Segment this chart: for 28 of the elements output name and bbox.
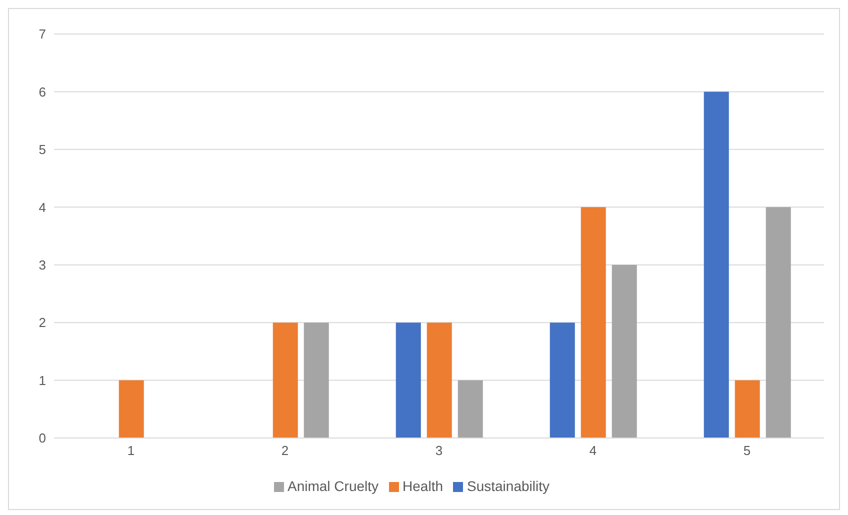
y-tick-label: 0 <box>38 430 46 446</box>
bar <box>734 380 760 438</box>
bar <box>272 322 298 438</box>
bar <box>612 264 637 438</box>
bar <box>766 207 791 438</box>
bar <box>304 322 329 438</box>
legend-label: Sustainability <box>467 478 550 494</box>
x-tick-label: 4 <box>589 443 597 458</box>
bar <box>580 207 606 438</box>
y-tick-label: 3 <box>38 257 46 272</box>
x-tick-label: 5 <box>743 443 751 458</box>
y-tick-label: 5 <box>38 142 46 158</box>
y-tick-label: 7 <box>38 26 46 42</box>
bar <box>458 380 483 438</box>
y-tick-label: 1 <box>38 372 46 388</box>
x-tick-label: 2 <box>281 443 289 458</box>
legend-label: Health <box>402 478 443 494</box>
y-tick-label: 2 <box>38 315 46 330</box>
x-tick-label: 1 <box>127 443 135 458</box>
y-tick-label: 4 <box>38 200 46 215</box>
bar <box>704 92 729 438</box>
bar <box>396 322 421 438</box>
bar <box>550 322 575 438</box>
y-tick-label: 6 <box>38 84 46 100</box>
bar <box>426 322 452 438</box>
bar <box>118 380 144 438</box>
x-tick-label: 3 <box>435 443 443 458</box>
legend-label: Animal Cruelty <box>288 478 379 494</box>
